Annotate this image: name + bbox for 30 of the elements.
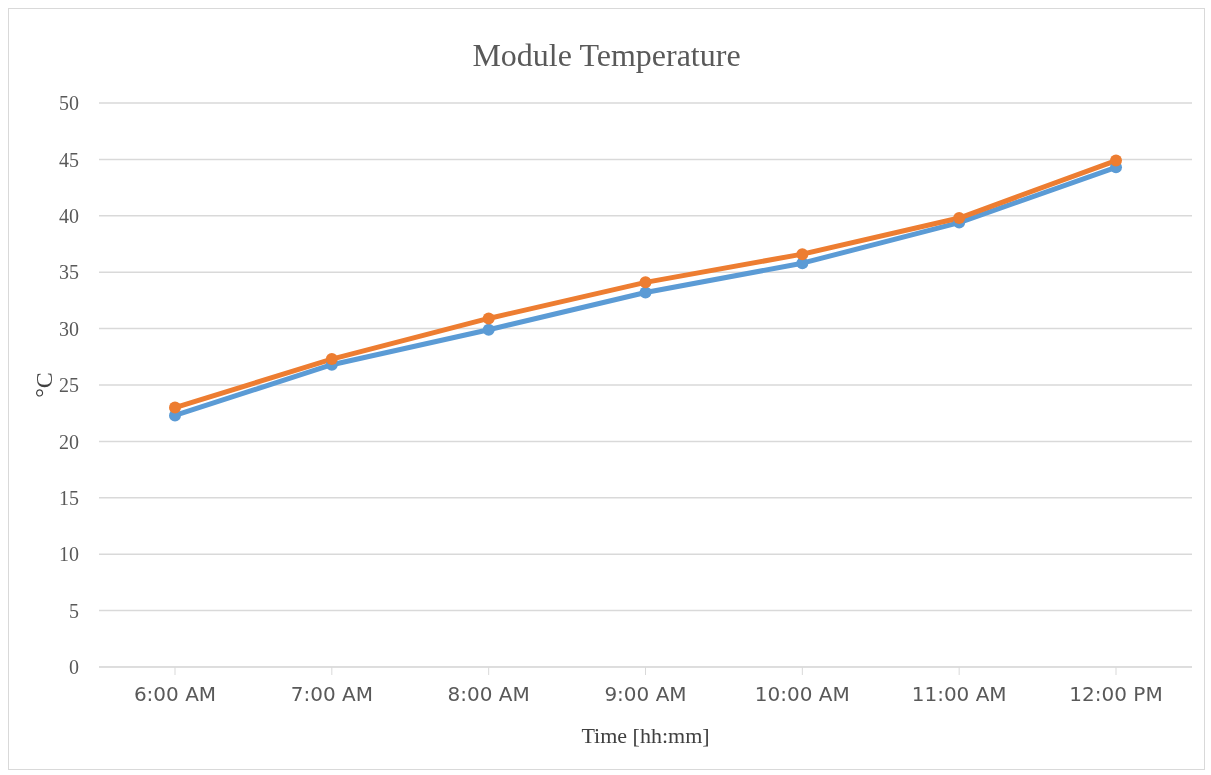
- point: [953, 212, 966, 225]
- x-tick-label: 7:00 AM: [290, 682, 373, 707]
- point: [482, 312, 495, 325]
- point: [1110, 154, 1122, 167]
- point: [482, 323, 495, 336]
- chart-title: Module Temperature: [471, 37, 742, 74]
- y-tick-label: 5: [69, 599, 79, 622]
- y-tick-label: 45: [59, 148, 79, 171]
- x-tick-label: 8:00 AM: [447, 682, 530, 707]
- point: [639, 276, 652, 289]
- y-tick-label: 0: [69, 656, 79, 679]
- y-tick-label: 50: [59, 92, 79, 115]
- y-tick-label: 25: [59, 374, 79, 397]
- y-tick-label: 40: [59, 204, 79, 227]
- point: [169, 401, 181, 414]
- x-tick-label: 9:00 AM: [604, 682, 687, 707]
- y-tick-label: 20: [59, 430, 79, 453]
- x-tick-label: 10:00 AM: [754, 682, 850, 707]
- y-axis-title: °C: [30, 372, 57, 398]
- x-tick-label: 6:00 AM: [133, 682, 217, 707]
- point: [796, 248, 809, 261]
- y-tick-label: 35: [59, 261, 79, 284]
- point: [639, 286, 652, 299]
- y-tick-label: 15: [59, 486, 79, 509]
- x-tick-label: 12:00 PM: [1069, 682, 1163, 707]
- y-tick-label: 30: [59, 317, 79, 340]
- y-tick-label: 10: [59, 543, 79, 566]
- point: [325, 353, 338, 366]
- x-axis-title: Time [hh:mm]: [581, 723, 710, 748]
- x-tick-label: 11:00 AM: [911, 682, 1007, 707]
